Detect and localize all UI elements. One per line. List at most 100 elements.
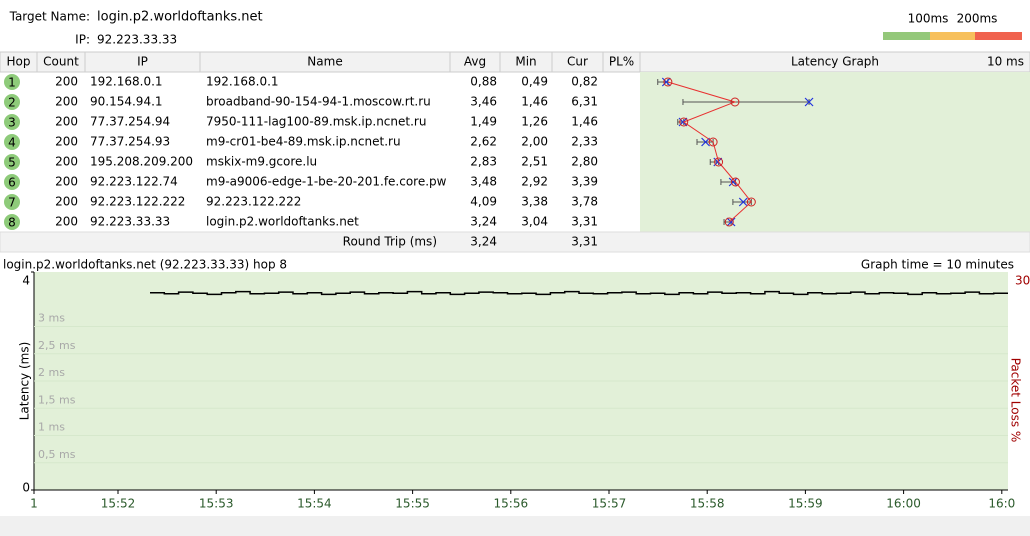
column-header: 10 ms — [987, 55, 1024, 69]
hop-badge — [4, 134, 20, 150]
count: 200 — [55, 175, 78, 189]
legend-red — [975, 32, 1022, 40]
column-header: Hop — [7, 55, 31, 69]
y-tick-label: 3 ms — [38, 312, 65, 325]
y-axis-tick-label: 0 — [22, 481, 30, 495]
y2-axis-label: Packet Loss % — [1009, 358, 1023, 443]
x-tick-label: 15:53 — [199, 497, 234, 511]
name: mskix-m9.gcore.lu — [206, 155, 317, 169]
hop-badge — [4, 74, 20, 90]
y-tick-label: 2,5 ms — [38, 339, 76, 352]
hop: 7 — [8, 196, 16, 210]
x-tick-label: 15:55 — [395, 497, 430, 511]
x-tick-label: 16:00 — [886, 497, 921, 511]
hop-badge — [4, 114, 20, 130]
ip: 92.223.122.222 — [90, 195, 185, 209]
min: 0,49 — [521, 75, 548, 89]
avg: 3,48 — [470, 175, 497, 189]
avg: 1,49 — [470, 115, 497, 129]
hop: 6 — [8, 176, 16, 190]
legend-200: 200ms — [957, 12, 998, 26]
ip: 77.37.254.94 — [90, 115, 170, 129]
cur: 0,82 — [571, 75, 598, 89]
y2-top-label: 30 — [1015, 274, 1030, 288]
avg: 0,88 — [470, 75, 497, 89]
avg-marker — [746, 197, 756, 207]
hop: 4 — [8, 136, 16, 150]
avg: 3,46 — [470, 95, 497, 109]
avg-marker — [679, 117, 689, 127]
column-header: Cur — [567, 55, 588, 69]
x-tick-label: 15:54 — [297, 497, 332, 511]
column-header: Count — [43, 55, 79, 69]
cur-marker — [701, 137, 711, 147]
cur: 1,46 — [571, 115, 598, 129]
latency-graph-bg — [640, 72, 1030, 232]
y-tick-label: 1 ms — [38, 421, 65, 434]
legend-yellow — [930, 32, 975, 40]
latency-trace — [150, 290, 1008, 296]
avg: 3,24 — [470, 215, 497, 229]
hop: 5 — [8, 156, 16, 170]
ip: 92.223.122.74 — [90, 175, 178, 189]
ip: 192.168.0.1 — [90, 75, 163, 89]
name: 7950-111-lag100-89.msk.ip.ncnet.ru — [206, 115, 426, 129]
column-header: PL% — [609, 55, 634, 69]
min: 2,00 — [521, 135, 548, 149]
cur-marker — [728, 177, 738, 187]
target: login.p2.worldoftanks.net — [97, 10, 263, 25]
ip: 92.223.33.33 — [97, 33, 177, 47]
table-header — [0, 51, 1030, 73]
hop-badge — [4, 154, 20, 170]
name: m9-cr01-be4-89.msk.ip.ncnet.ru — [206, 135, 401, 149]
hop-badge — [4, 174, 20, 190]
x-tick-label: 15:58 — [690, 497, 725, 511]
column-header: IP — [137, 55, 148, 69]
column-header: Avg — [464, 55, 486, 69]
name: 192.168.0.1 — [206, 75, 279, 89]
round-trip-avg: 3,24 — [470, 235, 497, 249]
column-header: Min — [515, 55, 536, 69]
ip: 92.223.33.33 — [90, 215, 170, 229]
column-header: Name — [307, 55, 342, 69]
column-header: Latency Graph — [791, 55, 879, 69]
cur: 3,31 — [571, 215, 598, 229]
avg: 2,83 — [470, 155, 497, 169]
hop-badge — [4, 214, 20, 230]
hop: 2 — [8, 96, 16, 110]
hop: 8 — [8, 216, 16, 230]
x-tick-label: 1 — [30, 497, 38, 511]
x-tick-label: 15:59 — [788, 497, 823, 511]
y-axis-label: Latency (ms) — [18, 342, 32, 421]
legend-green — [883, 32, 930, 40]
name: broadband-90-154-94-1.moscow.rt.ru — [206, 95, 431, 109]
round-trip-cur: 3,31 — [571, 235, 598, 249]
avg-marker — [663, 77, 673, 87]
footer — [0, 516, 1030, 536]
min: 2,92 — [521, 175, 548, 189]
avg-marker — [708, 137, 718, 147]
graph-time: Graph time = 10 minutes — [861, 258, 1014, 272]
avg: 4,09 — [470, 195, 497, 209]
hop: 1 — [8, 76, 16, 90]
ip-label: IP: — [75, 33, 90, 47]
count: 200 — [55, 95, 78, 109]
avg-marker — [714, 157, 724, 167]
min: 3,04 — [521, 215, 548, 229]
legend-100: 100ms — [908, 12, 949, 26]
min: 2,51 — [521, 155, 548, 169]
x-tick-label: 15:57 — [592, 497, 627, 511]
target-label: Target Name: — [9, 10, 90, 24]
avg: 2,62 — [470, 135, 497, 149]
graph-title: login.p2.worldoftanks.net (92.223.33.33)… — [3, 258, 287, 272]
count: 200 — [55, 135, 78, 149]
round-trip-row — [0, 231, 1030, 253]
min: 1,26 — [521, 115, 548, 129]
avg-marker — [730, 97, 740, 107]
cur: 2,33 — [571, 135, 598, 149]
cur-marker — [804, 97, 814, 107]
ip: 90.154.94.1 — [90, 95, 163, 109]
cur: 3,78 — [571, 195, 598, 209]
round-trip-label: Round Trip (ms) — [343, 235, 437, 249]
